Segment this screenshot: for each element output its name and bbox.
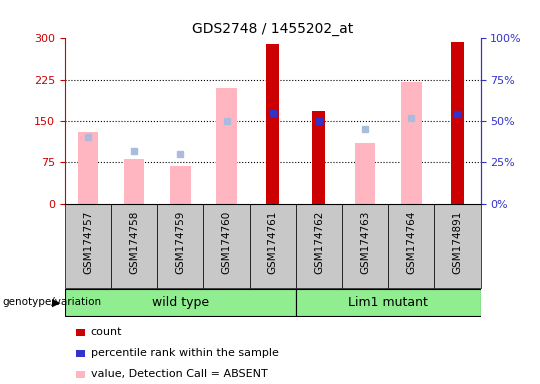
Text: ▶: ▶: [52, 297, 61, 308]
Bar: [296, 289, 481, 316]
Bar: [342, 204, 388, 288]
Text: value, Detection Call = ABSENT: value, Detection Call = ABSENT: [91, 369, 267, 379]
Text: GSM174762: GSM174762: [314, 210, 324, 274]
Text: percentile rank within the sample: percentile rank within the sample: [91, 348, 279, 358]
Text: Lim1 mutant: Lim1 mutant: [348, 296, 428, 309]
Bar: [313, 111, 326, 204]
Text: GSM174758: GSM174758: [129, 210, 139, 274]
Bar: [434, 204, 481, 288]
Bar: [124, 159, 145, 204]
Text: GSM174757: GSM174757: [83, 210, 93, 274]
Text: count: count: [91, 327, 122, 337]
Bar: [204, 204, 249, 288]
Text: wild type: wild type: [152, 296, 209, 309]
Bar: [355, 143, 375, 204]
Bar: [157, 204, 204, 288]
Bar: [266, 44, 279, 204]
Bar: [170, 166, 191, 204]
Text: GSM174760: GSM174760: [221, 210, 232, 273]
Bar: [78, 132, 98, 204]
Bar: [111, 204, 157, 288]
Bar: [388, 204, 434, 288]
Text: GSM174763: GSM174763: [360, 210, 370, 274]
Text: GSM174891: GSM174891: [453, 210, 462, 274]
Bar: [65, 204, 111, 288]
Text: genotype/variation: genotype/variation: [3, 297, 102, 308]
Bar: [296, 204, 342, 288]
Bar: [65, 289, 296, 316]
Text: GSM174759: GSM174759: [176, 210, 185, 274]
Title: GDS2748 / 1455202_at: GDS2748 / 1455202_at: [192, 22, 353, 36]
Bar: [401, 83, 422, 204]
Bar: [451, 42, 464, 204]
Text: GSM174761: GSM174761: [268, 210, 278, 274]
Bar: [249, 204, 296, 288]
Bar: [216, 88, 237, 204]
Text: GSM174764: GSM174764: [406, 210, 416, 274]
